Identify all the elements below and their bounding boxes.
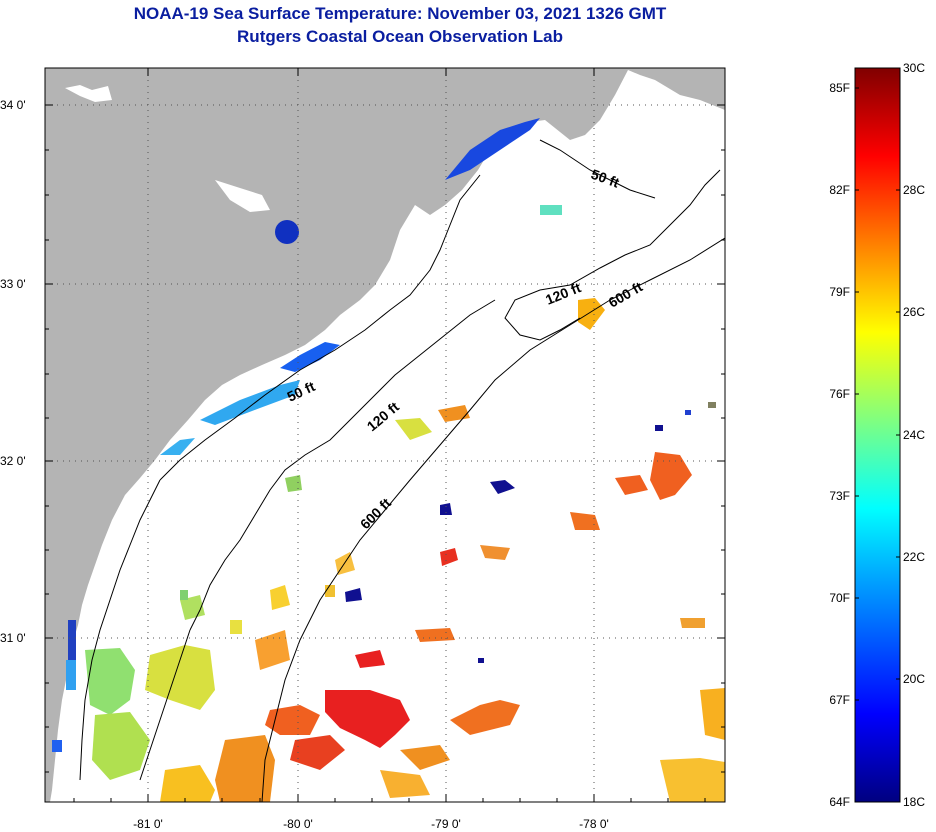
- lat-label: 34 0': [0, 98, 26, 112]
- lat-label: 32 0': [0, 454, 26, 468]
- colorbar-f-label: 85F: [829, 81, 850, 95]
- colorbar-f-label: 73F: [829, 489, 850, 503]
- colorbar-f-label: 76F: [829, 387, 850, 401]
- colorbar-c-label: 20C: [903, 672, 925, 686]
- inland-lake: [275, 220, 299, 244]
- inland-lake: [215, 180, 270, 212]
- inland-lake: [65, 85, 112, 102]
- colorbar-f-label: 70F: [829, 591, 850, 605]
- colorbar-c-label: 30C: [903, 61, 925, 75]
- colorbar-c-label: 26C: [903, 305, 925, 319]
- lon-label: -79 0': [431, 817, 461, 831]
- lon-label: -81 0': [133, 817, 163, 831]
- lat-label: 31 0': [0, 631, 26, 645]
- colorbar-f-label: 67F: [829, 693, 850, 707]
- map-frame: [44, 67, 726, 803]
- lon-label: -80 0': [283, 817, 313, 831]
- colorbar-f-label: 79F: [829, 285, 850, 299]
- colorbar: [854, 67, 901, 803]
- land-mass: [45, 68, 725, 802]
- lat-label: 33 0': [0, 277, 26, 291]
- grid-lines: [45, 68, 725, 802]
- bathymetry-contours: [79, 139, 725, 802]
- colorbar-f-label: 64F: [829, 795, 850, 809]
- map-title: NOAA-19 Sea Surface Temperature: Novembe…: [133, 4, 667, 23]
- colorbar-c-label: 22C: [903, 550, 925, 564]
- map-subtitle: Rutgers Coastal Ocean Observation Lab: [237, 27, 563, 46]
- lon-label: -78 0': [579, 817, 609, 831]
- colorbar-c-label: 18C: [903, 795, 925, 809]
- sst-observations: [52, 118, 725, 802]
- colorbar-c-label: 24C: [903, 428, 925, 442]
- colorbar-ticks: [855, 87, 900, 701]
- axis-ticks: [45, 68, 725, 802]
- colorbar-c-label: 28C: [903, 183, 925, 197]
- colorbar-f-label: 82F: [829, 183, 850, 197]
